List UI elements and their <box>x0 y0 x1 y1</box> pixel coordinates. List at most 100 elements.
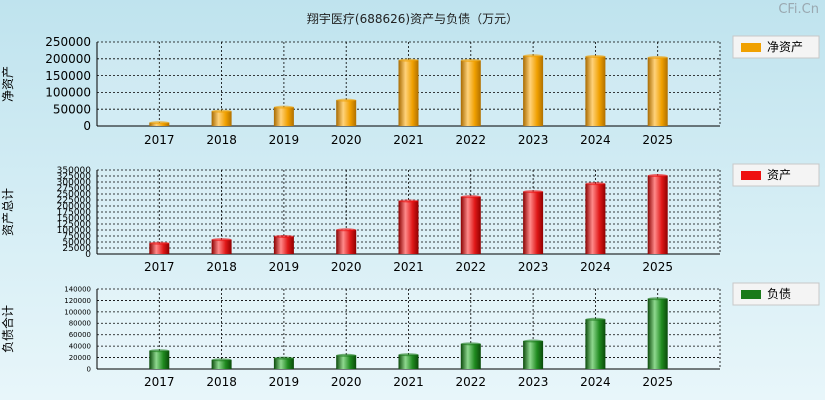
bar-2018 <box>211 111 232 126</box>
bar-cap <box>273 105 294 109</box>
bar-cap <box>336 353 357 357</box>
x-tick-label: 2017 <box>144 375 175 389</box>
y-tick-label: 200000 <box>45 52 91 66</box>
bar-2023 <box>523 341 544 369</box>
legend-box <box>732 163 820 187</box>
y-tick-label: 200000 <box>57 202 92 212</box>
x-tick-label: 2020 <box>331 260 362 274</box>
bar-cap <box>647 55 668 59</box>
bar-2019 <box>273 358 294 369</box>
bar-cap <box>523 339 544 343</box>
y-tick-label: 150000 <box>45 69 91 83</box>
x-tick-label: 2018 <box>206 260 237 274</box>
watermark: CFi.Cn <box>778 2 819 17</box>
bar-2020 <box>336 229 357 254</box>
y-tick-label: 120000 <box>64 297 91 305</box>
y-tick-label: 0 <box>83 119 91 133</box>
chart-panel-3: 0 20000 40000 60000 80000 100000 120000 140000 2… <box>0 282 820 389</box>
bar-2018 <box>211 239 232 254</box>
x-tick-label: 2025 <box>642 133 673 147</box>
y-tick-label: 100000 <box>64 308 91 316</box>
y-tick-label: 60000 <box>69 331 91 339</box>
bar-2024 <box>585 56 606 127</box>
x-tick-label: 2024 <box>580 375 611 389</box>
bar-cap <box>523 190 544 194</box>
bar-2024 <box>585 319 606 369</box>
x-tick-label: 2021 <box>393 375 424 389</box>
bar-cap <box>460 342 481 346</box>
x-tick-label: 2025 <box>642 375 673 389</box>
y-tick-label: 125000 <box>57 220 92 230</box>
y-tick-label: 325000 <box>57 172 92 182</box>
bar-cap <box>585 317 606 321</box>
x-tick-label: 2017 <box>144 133 175 147</box>
x-tick-label: 2018 <box>206 375 237 389</box>
chart-panel-2: 0250005000075000100000125000150000175000… <box>1 163 820 274</box>
y-tick-label: 20000 <box>69 354 91 362</box>
x-tick-label: 2018 <box>206 133 237 147</box>
y-tick-label: 275000 <box>57 184 92 194</box>
bar-2024 <box>585 183 606 254</box>
bar-cap <box>460 58 481 62</box>
bar-2017 <box>149 122 170 126</box>
bar-2017 <box>149 350 170 369</box>
legend-box <box>732 35 820 59</box>
legend-box <box>732 282 820 306</box>
bar-2019 <box>273 236 294 254</box>
bar-cap <box>149 121 170 125</box>
bar-2023 <box>523 191 544 254</box>
bar-2018 <box>211 359 232 369</box>
x-tick-label: 2021 <box>393 260 424 274</box>
bar-cap <box>273 356 294 360</box>
bar-2020 <box>336 355 357 369</box>
y-tick-label: 225000 <box>57 196 92 206</box>
bar-2025 <box>647 298 668 369</box>
bar-2022 <box>460 343 481 369</box>
bar-cap <box>336 228 357 232</box>
y-tick-label: 0 <box>87 365 91 373</box>
bar-cap <box>336 98 357 102</box>
x-tick-label: 2019 <box>269 260 300 274</box>
y-tick-label: 75000 <box>62 232 91 242</box>
bar-2023 <box>523 55 544 126</box>
y-axis-title: 净资产 <box>1 66 15 102</box>
y-tick-label: 0 <box>85 250 91 260</box>
bar-cap <box>647 297 668 301</box>
x-tick-label: 2020 <box>331 375 362 389</box>
bar-cap <box>585 54 606 58</box>
bar-cap <box>211 109 232 113</box>
x-tick-label: 2024 <box>580 133 611 147</box>
x-tick-label: 2024 <box>580 260 611 274</box>
x-tick-label: 2019 <box>269 133 300 147</box>
y-tick-label: 350000 <box>57 166 92 176</box>
x-tick-label: 2023 <box>518 260 549 274</box>
bar-cap <box>460 195 481 199</box>
y-tick-label: 50000 <box>62 238 91 248</box>
bar-cap <box>211 358 232 362</box>
y-axis-title: 负债合计 <box>0 305 15 353</box>
bar-2017 <box>149 243 170 254</box>
legend-swatch <box>741 290 761 299</box>
legend-label: 资产 <box>767 168 791 182</box>
y-tick-label: 25000 <box>62 244 91 254</box>
y-tick-label: 80000 <box>69 320 91 328</box>
bar-2022 <box>460 60 481 127</box>
y-axis-title: 资产总计 <box>1 188 15 236</box>
bar-2021 <box>398 200 419 254</box>
bar-2020 <box>336 100 357 126</box>
y-tick-label: 50000 <box>53 102 91 116</box>
x-tick-label: 2023 <box>518 375 549 389</box>
y-tick-label: 150000 <box>57 214 92 224</box>
legend-swatch <box>741 43 761 52</box>
x-tick-label: 2023 <box>518 133 549 147</box>
bar-cap <box>273 234 294 238</box>
x-tick-label: 2019 <box>269 375 300 389</box>
y-tick-label: 140000 <box>64 285 91 293</box>
bar-2025 <box>647 175 668 254</box>
chart-title: 翔宇医疗(688626)资产与负债（万元） <box>306 12 519 26</box>
bar-2025 <box>647 57 668 126</box>
y-tick-label: 40000 <box>69 343 91 351</box>
y-tick-label: 250000 <box>45 35 91 49</box>
